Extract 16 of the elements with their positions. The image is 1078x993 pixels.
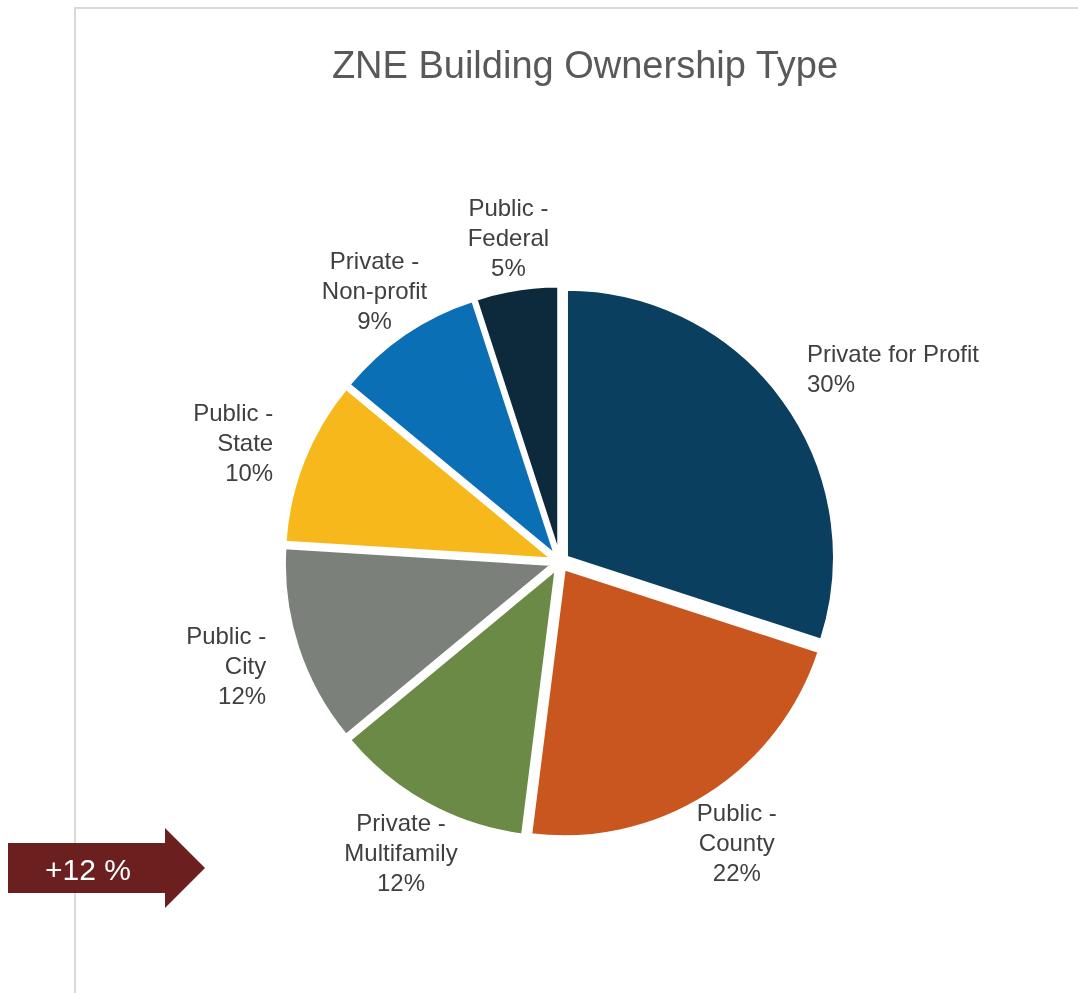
chart-title: ZNE Building Ownership Type [331, 44, 839, 86]
slice-label: Private for Profit [806, 340, 980, 368]
slice-label: Public - State [193, 398, 274, 456]
data-label: 10% [225, 458, 274, 486]
text: +12 % [45, 853, 131, 886]
data-label: 12% [218, 681, 267, 709]
slice-label: Private - Multifamily [344, 809, 458, 867]
data-label: 9% [357, 307, 392, 335]
data-label: 22% [712, 858, 761, 886]
slice-label: Public - Federal [467, 194, 550, 252]
data-label: 30% [806, 370, 856, 398]
slice-label: Public - County [696, 798, 777, 856]
data-label: 5% [491, 254, 526, 282]
slice-label: Public - City [186, 621, 267, 679]
slice-label: Private - Non-profit [321, 247, 428, 305]
data-label: 12% [377, 869, 426, 897]
